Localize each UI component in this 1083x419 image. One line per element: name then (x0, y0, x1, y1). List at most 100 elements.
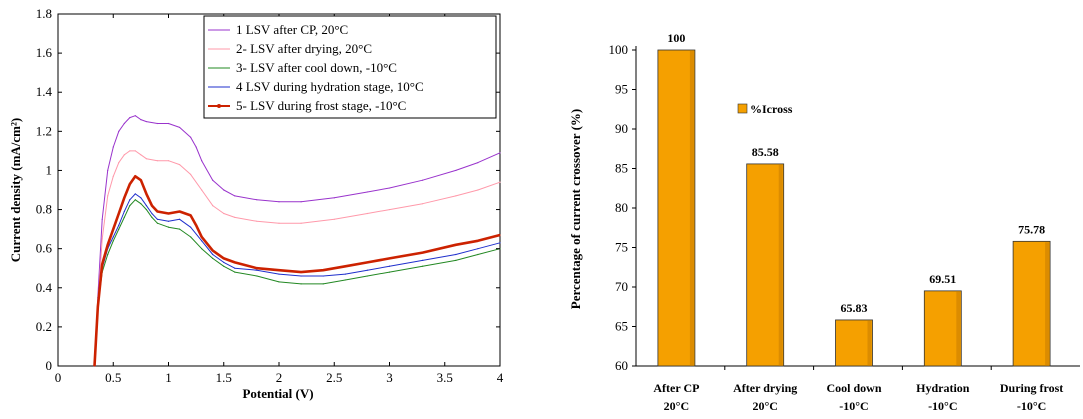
series-1-point (422, 179, 424, 181)
series-1-point (234, 195, 236, 197)
series-3-point (366, 275, 368, 277)
series-5-point (499, 234, 501, 236)
series-3-point (129, 205, 131, 207)
series-3-point (134, 199, 136, 201)
y-tick-label: 65 (615, 319, 628, 334)
y-tick-label: 0.8 (36, 202, 52, 217)
series-1-point (223, 189, 225, 191)
category-label-5: During frost (1000, 381, 1063, 395)
series-4-point (129, 199, 131, 201)
bar-data-label-5: 75.78 (1018, 222, 1045, 236)
bar-chart-ticks: 60 65 70 75 80 85 90 95 100 After CP 20°C After dry… (609, 42, 1064, 413)
series-4-point (300, 275, 302, 277)
series-3-point (388, 271, 391, 273)
category-sublabel-3: -10°C (839, 399, 868, 413)
bar-4 (923, 290, 962, 367)
category-label-1: After CP (653, 381, 699, 395)
series-5-point (134, 175, 136, 177)
bar-data-label-3: 65.83 (841, 301, 868, 315)
series-5-point (223, 257, 225, 260)
series-2-point (140, 154, 142, 156)
series-3-point (107, 253, 109, 256)
series-3-point (156, 222, 159, 224)
series-5-point (129, 183, 131, 185)
line-chart: 0 0.5 1 1.5 2 2.5 3 3.5 4 0 0.2 0.4 0.6 0.8 1 1.2 1.4 1.6… (8, 6, 504, 401)
series-3-point (118, 228, 120, 230)
x-tick-label: 0.5 (105, 370, 121, 385)
y-tick-label: 1.4 (36, 84, 53, 99)
x-tick-label: 1 (165, 370, 172, 385)
series-2-point (388, 208, 391, 211)
series-5-point (201, 236, 203, 238)
series-5-point (278, 269, 280, 271)
series-2-point (212, 205, 214, 207)
series-1-point (212, 179, 214, 181)
series-4-point (140, 197, 142, 199)
line-chart-y-axis-title: Current density (mA/cm²) (8, 118, 23, 262)
series-2-point (190, 173, 192, 175)
bar-data-label-1: 100 (667, 31, 685, 45)
y-tick-label: 0.2 (36, 319, 52, 334)
series-1-point (333, 197, 335, 199)
y-tick-label: 85 (615, 161, 628, 176)
legend-swatch (737, 103, 748, 114)
series-4-point (134, 193, 136, 195)
series-4-point (388, 265, 391, 267)
series-3-point (278, 281, 280, 283)
series-2-point (145, 158, 147, 160)
bar-data-label-2: 85.58 (752, 145, 779, 159)
series-1-point (477, 162, 479, 164)
series-2-point (134, 150, 136, 152)
series-2-point (366, 212, 368, 215)
series-5-point (388, 257, 391, 260)
series-1-point (201, 160, 203, 162)
series-5-point (97, 306, 99, 308)
series-2-point (499, 181, 501, 183)
series-5-point (322, 269, 324, 271)
series-4-point (123, 210, 125, 213)
bar-shade-1 (689, 51, 694, 366)
series-1-point (366, 191, 368, 193)
legend-entry-3: 3- LSV after cool down, -10°C (236, 60, 397, 75)
bar-chart-bars: 100 85.58 65.83 69.51 75.78 (657, 31, 1051, 367)
series-5-point (344, 265, 346, 267)
series-4-point (499, 242, 501, 244)
series-5-point (167, 212, 170, 215)
bar-1 (657, 49, 696, 367)
y-tick-label: 1 (46, 162, 53, 177)
series-3-point (201, 248, 203, 250)
series-4-point (145, 205, 147, 207)
line-chart-series (93, 115, 501, 367)
legend-entry-5: 5- LSV during frost stage, -10°C (236, 98, 406, 113)
series-3-point (234, 271, 236, 273)
x-tick-label: 2 (276, 370, 283, 385)
category-sublabel-2: 20°C (752, 399, 777, 413)
bar-shade-5 (1045, 242, 1050, 366)
bar-chart-y-axis-title: Percentage of current crossover (%) (568, 109, 583, 309)
series-4-point (455, 253, 457, 256)
x-tick-label: 4 (497, 370, 504, 385)
y-tick-label: 1.2 (36, 123, 52, 138)
series-3-point (178, 228, 181, 230)
bar-shade-3 (867, 320, 872, 366)
y-tick-label: 1.8 (36, 6, 52, 21)
series-5-point (234, 261, 236, 263)
category-sublabel-5: -10°C (1017, 399, 1046, 413)
category-label-3: Cool down (826, 381, 881, 395)
line-chart-legend: 1 LSV after CP, 20°C 2- LSV after drying,… (203, 15, 497, 119)
series-2-point (455, 195, 457, 197)
series-3-point (145, 208, 147, 211)
series-1-point (256, 199, 258, 201)
series-4-point (256, 269, 258, 271)
series-4-point (344, 273, 346, 275)
series-1-point (388, 187, 391, 189)
series-2-point (256, 220, 258, 222)
y-tick-label: 1.6 (36, 45, 53, 60)
series-5-point (422, 251, 424, 254)
y-tick-label: 75 (615, 240, 628, 255)
series-1-point (118, 130, 120, 132)
series-4-point (278, 273, 280, 275)
series-4-point (167, 220, 170, 222)
series-3-point (112, 240, 114, 242)
